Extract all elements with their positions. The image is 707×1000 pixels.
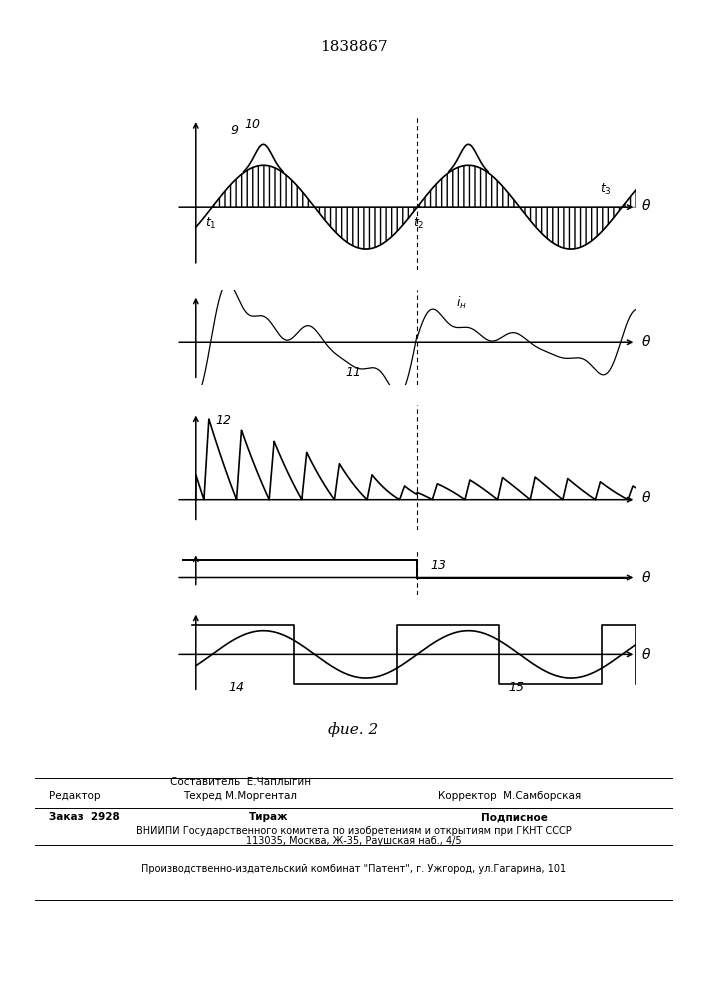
Text: $\theta$: $\theta$ [641,570,651,585]
Text: Тираж: Тираж [249,812,288,822]
Text: $t_1$: $t_1$ [204,216,216,231]
Text: Редактор: Редактор [49,791,101,801]
Text: Заказ  2928: Заказ 2928 [49,812,120,822]
Text: ВНИИПИ Государственного комитета по изобретениям и открытиям при ГКНТ СССР: ВНИИПИ Государственного комитета по изоб… [136,826,571,836]
Text: 11: 11 [345,365,361,378]
Text: Корректор  М.Самборская: Корректор М.Самборская [438,791,582,801]
Text: Составитель  Е.Чаплыгин: Составитель Е.Чаплыгин [170,777,311,787]
Text: фие. 2: фие. 2 [328,723,379,737]
Text: $\theta$: $\theta$ [641,334,651,349]
Text: 12: 12 [216,414,231,427]
Text: 13: 13 [430,559,446,572]
Text: $t_3$: $t_3$ [600,182,612,197]
Text: $\theta$: $\theta$ [641,647,651,662]
Text: 10: 10 [245,118,261,131]
Text: 1838867: 1838867 [320,40,387,54]
Text: 9: 9 [230,124,238,137]
Text: $i_н$: $i_н$ [456,295,467,311]
Text: Техред М.Моргентал: Техред М.Моргентал [183,791,298,801]
Text: 15: 15 [508,681,525,694]
Text: Подписное: Подписное [481,812,548,822]
Text: $\theta$: $\theta$ [641,198,651,213]
Text: 14: 14 [228,681,245,694]
Text: $t_2$: $t_2$ [413,216,424,231]
Text: 113035, Москва, Ж-35, Раушская наб., 4/5: 113035, Москва, Ж-35, Раушская наб., 4/5 [246,836,461,846]
Text: Производственно-издательский комбинат "Патент", г. Ужгород, ул.Гагарина, 101: Производственно-издательский комбинат "П… [141,864,566,874]
Text: $\theta$: $\theta$ [641,490,651,505]
